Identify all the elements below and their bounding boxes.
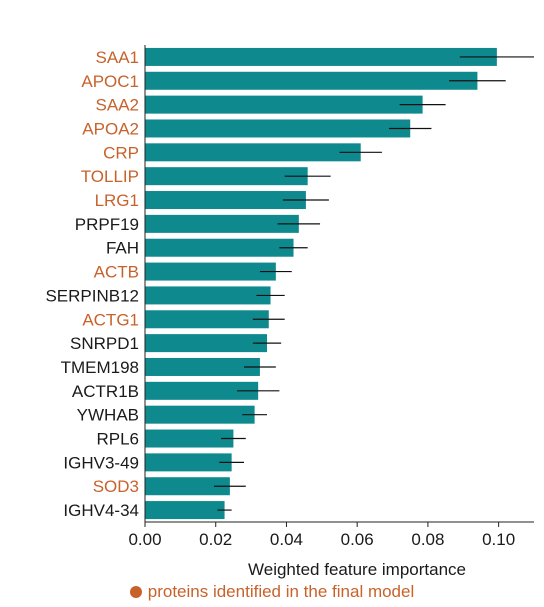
bar-apoc1 xyxy=(145,71,478,90)
category-label-fah: FAH xyxy=(106,239,139,258)
bar-actb xyxy=(145,262,276,281)
x-axis-label: Weighted feature importance xyxy=(248,560,466,579)
bar-crp xyxy=(145,143,361,162)
x-tick-label: 0.00 xyxy=(128,530,161,549)
category-label-crp: CRP xyxy=(103,143,139,162)
category-label-saa1: SAA1 xyxy=(96,48,139,67)
category-label-rpl6: RPL6 xyxy=(96,430,139,449)
bar-saa1 xyxy=(145,47,497,66)
category-label-actb: ACTB xyxy=(94,263,139,282)
category-label-actr1b: ACTR1B xyxy=(72,382,139,401)
legend-marker-dot xyxy=(129,586,142,598)
category-label-serpinb12: SERPINB12 xyxy=(45,286,139,305)
bar-snrpd1 xyxy=(145,334,268,353)
legend-label: proteins identified in the final model xyxy=(147,582,415,601)
category-label-saa2: SAA2 xyxy=(96,96,139,115)
legend: proteins identified in the final model xyxy=(0,582,544,602)
category-label-tmem198: TMEM198 xyxy=(61,358,139,377)
x-tick-label: 0.08 xyxy=(411,530,444,549)
category-label-ywhab: YWHAB xyxy=(77,406,139,425)
bar-serpinb12 xyxy=(145,286,271,305)
bar-ywhab xyxy=(145,405,255,424)
bar-fah xyxy=(145,238,294,257)
x-tick-label: 0.02 xyxy=(199,530,232,549)
bar-tollip xyxy=(145,167,308,186)
category-label-ighv3-49: IGHV3-49 xyxy=(63,453,139,472)
category-label-apoa2: APOA2 xyxy=(82,119,139,138)
bar-lrg1 xyxy=(145,191,306,210)
bar-rpl6 xyxy=(145,429,234,448)
bar-ighv4-34 xyxy=(145,501,225,520)
bar-ighv3-49 xyxy=(145,453,232,472)
category-label-sod3: SOD3 xyxy=(93,477,139,496)
x-tick-label: 0.06 xyxy=(341,530,374,549)
category-label-prpf19: PRPF19 xyxy=(75,215,139,234)
bar-prpf19 xyxy=(145,214,299,233)
error-bars-group xyxy=(213,56,534,511)
category-label-actg1: ACTG1 xyxy=(82,310,139,329)
x-ticks-group: 0.00 0.02 0.04 0.06 0.08 0.10 xyxy=(128,522,515,549)
bar-actr1b xyxy=(145,381,259,400)
category-labels-group: SAA1 APOC1 SAA2 APOA2 CRP TOLLIP LRG1 PRPF19 FAH… xyxy=(45,48,139,520)
category-label-apoc1: APOC1 xyxy=(81,72,139,91)
bar-sod3 xyxy=(145,477,230,496)
bar-actg1 xyxy=(145,310,269,329)
bar-saa2 xyxy=(145,95,423,114)
bars-group xyxy=(145,47,497,520)
category-label-snrpd1: SNRPD1 xyxy=(70,334,139,353)
x-tick-label: 0.04 xyxy=(270,530,303,549)
x-tick-label: 0.10 xyxy=(482,530,515,549)
category-label-ighv4-34: IGHV4-34 xyxy=(63,501,139,520)
category-label-lrg1: LRG1 xyxy=(95,191,139,210)
bar-apoa2 xyxy=(145,119,411,138)
bar-tmem198 xyxy=(145,357,260,376)
category-label-tollip: TOLLIP xyxy=(81,167,139,186)
